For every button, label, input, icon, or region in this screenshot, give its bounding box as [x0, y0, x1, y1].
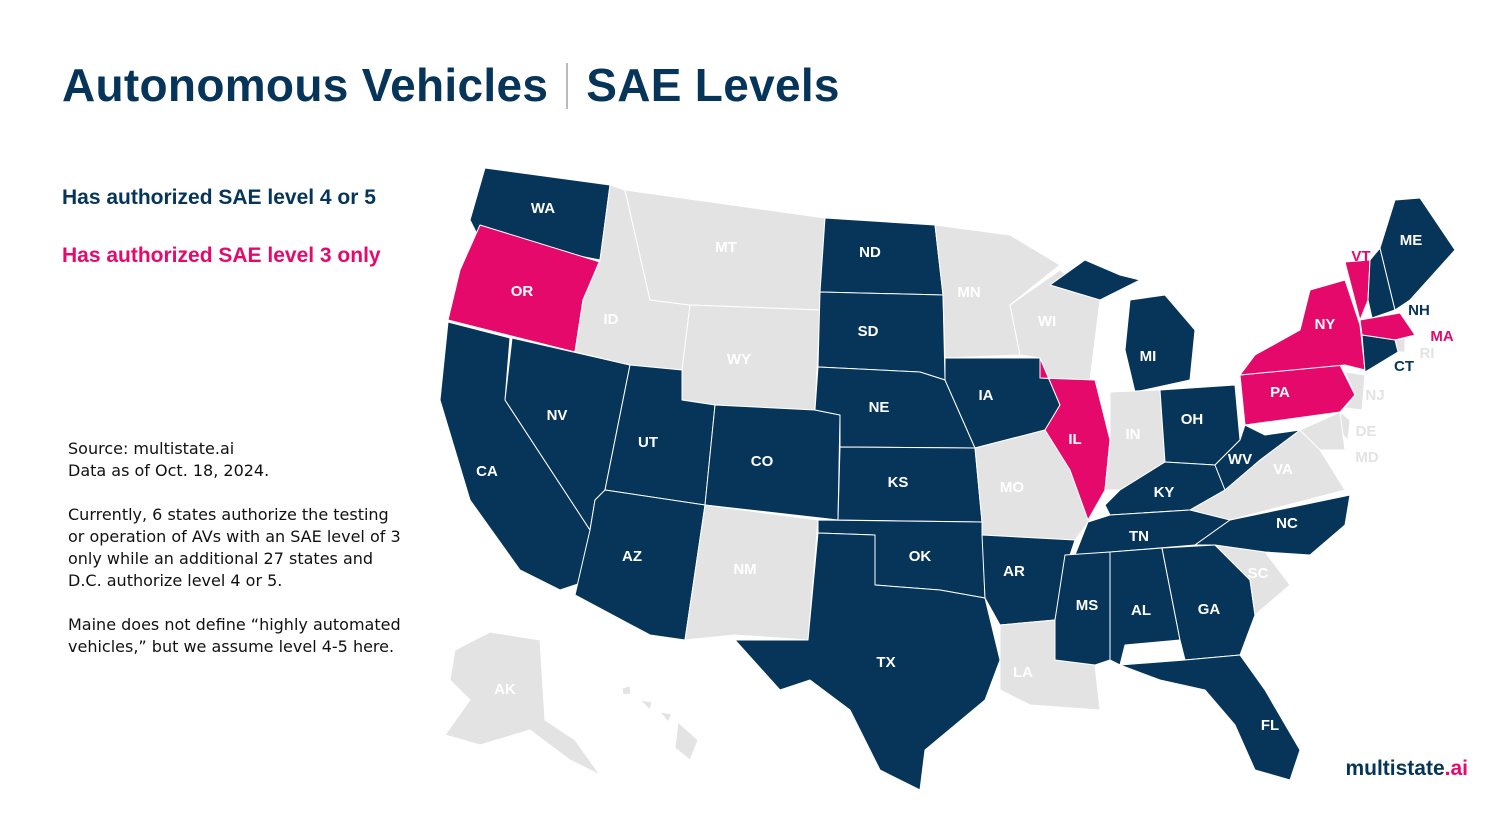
state-label: PA — [1270, 384, 1290, 401]
state-label: WY — [727, 351, 751, 368]
state-shape — [1361, 334, 1399, 373]
state-label: NH — [1408, 302, 1430, 319]
state-shape — [1049, 259, 1196, 393]
state-label: ID — [604, 311, 619, 328]
state-label: MD — [1355, 449, 1378, 466]
title-separator — [566, 63, 569, 109]
title-sub: SAE Levels — [586, 59, 840, 111]
state-label: VT — [1351, 248, 1370, 265]
state-label: CA — [476, 463, 498, 480]
state-label: ME — [1400, 232, 1423, 249]
state-label: CO — [751, 453, 774, 470]
state-shape — [444, 631, 601, 776]
state-label: DE — [1356, 423, 1377, 440]
state-label: NE — [869, 399, 890, 416]
state-label: OK — [909, 548, 932, 565]
state-label: AK — [494, 681, 516, 698]
state-label: IA — [979, 387, 994, 404]
state-shape — [574, 489, 706, 641]
maine-note: Maine does not define “highly automated … — [68, 615, 401, 656]
state-label: IL — [1068, 431, 1081, 448]
state-label: RI — [1420, 345, 1435, 362]
state-label: TX — [876, 654, 895, 671]
logo-name: multistate — [1345, 757, 1445, 780]
state-label: MO — [1000, 479, 1024, 496]
state-label: NY — [1315, 316, 1336, 333]
state-label: NC — [1276, 515, 1298, 532]
state-shape — [1239, 279, 1366, 376]
title: Autonomous Vehicles SAE Levels — [62, 58, 840, 112]
state-shape — [837, 446, 983, 523]
state-label: WV — [1228, 451, 1252, 468]
state-label: SC — [1248, 565, 1269, 582]
state-shape — [1119, 654, 1301, 781]
state-label: UT — [638, 434, 658, 451]
state-label: KS — [888, 474, 909, 491]
state-label: NM — [733, 561, 756, 578]
state-shape — [1214, 424, 1301, 491]
state-label: OR — [511, 283, 534, 300]
state-shape — [817, 291, 946, 381]
state-label: ND — [859, 244, 881, 261]
state-label: LA — [1013, 664, 1033, 681]
state-label: WI — [1038, 313, 1056, 330]
state-shape — [621, 685, 699, 761]
state-shape — [1039, 357, 1111, 521]
legend-entry: Has authorized SAE level 4 or 5 — [62, 186, 376, 209]
state-label: MT — [715, 239, 737, 256]
state-label: AZ — [622, 548, 642, 565]
state-label: WA — [531, 200, 555, 217]
state-label: NV — [547, 407, 568, 424]
title-main: Autonomous Vehicles — [62, 59, 549, 111]
legend-entry: Has authorized SAE level 3 only — [62, 244, 381, 267]
state-shape — [819, 217, 944, 296]
state-label: AL — [1131, 602, 1151, 619]
summary-note: Currently, 6 states authorize the testin… — [68, 505, 401, 590]
state-label: FL — [1261, 717, 1279, 734]
logo-tld: .ai — [1444, 757, 1468, 780]
source-note: Source: multistate.ai Data as of Oct. 18… — [68, 439, 270, 480]
state-shape — [1299, 411, 1346, 451]
state-label: MI — [1140, 348, 1157, 365]
state-label: KY — [1154, 484, 1175, 501]
state-shape — [684, 504, 819, 641]
state-shape — [439, 321, 591, 591]
state-shape — [1344, 371, 1366, 411]
state-shape — [1194, 494, 1351, 556]
state-label: NJ — [1365, 387, 1384, 404]
state-label: IN — [1126, 426, 1141, 443]
state-shape — [734, 532, 1001, 791]
state-label: OH — [1181, 411, 1204, 428]
state-label: HI — [649, 733, 664, 750]
state-label: MS — [1076, 597, 1099, 614]
state-label: MN — [957, 284, 980, 301]
state-shape — [1379, 197, 1456, 311]
state-label: CT — [1394, 358, 1414, 375]
state-label: MA — [1430, 328, 1453, 345]
state-label: SD — [858, 323, 879, 340]
state-label: AR — [1003, 563, 1025, 580]
state-label: GA — [1198, 601, 1221, 618]
logo: multistate.ai — [1345, 757, 1468, 781]
state-shape — [1367, 247, 1396, 319]
state-label: TN — [1129, 528, 1149, 545]
state-label: VA — [1273, 461, 1293, 478]
notes: Source: multistate.ai Data as of Oct. 18… — [68, 438, 408, 680]
